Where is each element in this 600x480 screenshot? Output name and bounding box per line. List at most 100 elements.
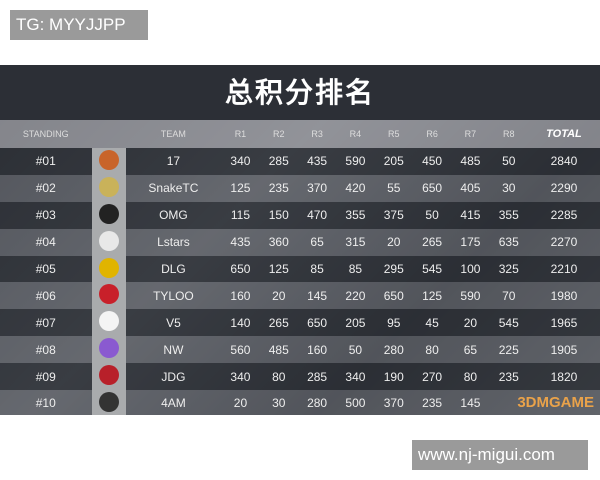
- total-cell: 1965: [527, 309, 600, 337]
- team-logo-icon: [98, 257, 119, 278]
- round-score-cell: 485: [259, 336, 298, 364]
- rank-cell: #06: [0, 282, 92, 310]
- board-watermark: 3DMGAME: [517, 394, 594, 411]
- round-score-cell: 435: [221, 228, 260, 256]
- team-cell: 17: [125, 148, 222, 175]
- round-score-cell: 85: [336, 255, 375, 283]
- table-row: #10 4AM 20 30 280 500 370 235 145: [0, 390, 600, 415]
- rank-cell: #04: [0, 228, 92, 256]
- round-score-cell: [489, 390, 528, 415]
- round-score-cell: 30: [259, 390, 298, 415]
- round-score-cell: 145: [297, 282, 337, 310]
- round-score-cell: 470: [297, 201, 337, 229]
- team-logo-icon: [98, 365, 119, 386]
- team-cell: OMG: [125, 201, 222, 229]
- round-score-cell: 360: [259, 228, 298, 256]
- round-score-cell: 235: [489, 363, 528, 391]
- round-score-cell: 85: [297, 255, 337, 283]
- table-row: #09 JDG 340 80 285 340 190 270 80 235 1820: [0, 363, 600, 391]
- standings-table: STANDING TEAM R1 R2 R3 R4 R5 R6 R7 R8 TO…: [0, 120, 600, 415]
- team-logo-icon: [98, 203, 119, 224]
- round-score-cell: 80: [412, 336, 452, 364]
- round-score-cell: 160: [297, 336, 337, 364]
- round-score-cell: 30: [489, 174, 528, 202]
- round-score-cell: 175: [451, 228, 490, 256]
- round-score-cell: 370: [374, 390, 413, 415]
- watermark-bottom: www.nj-migui.com: [412, 440, 588, 470]
- total-cell: 2840: [527, 148, 600, 175]
- round-score-cell: 270: [412, 363, 452, 391]
- round-score-cell: 115: [221, 201, 260, 229]
- round-score-cell: 355: [336, 201, 375, 229]
- team-logo-cell: [91, 309, 126, 337]
- round-score-cell: 50: [336, 336, 375, 364]
- header-r7: R7: [451, 120, 490, 148]
- rank-cell: #09: [0, 363, 92, 391]
- round-score-cell: 70: [489, 282, 528, 310]
- round-score-cell: 160: [221, 282, 260, 310]
- team-cell: Lstars: [125, 228, 222, 256]
- board-title: 总积分排名: [0, 65, 600, 120]
- round-score-cell: 50: [412, 201, 452, 229]
- round-score-cell: 125: [221, 174, 260, 202]
- team-logo-icon: [98, 284, 119, 305]
- round-score-cell: 650: [297, 309, 337, 337]
- round-score-cell: 545: [489, 309, 528, 337]
- header-r5: R5: [374, 120, 413, 148]
- round-score-cell: 265: [259, 309, 298, 337]
- total-cell: 1980: [527, 282, 600, 310]
- total-cell: 2270: [527, 228, 600, 256]
- header-r3: R3: [297, 120, 337, 148]
- team-cell: NW: [125, 336, 222, 364]
- total-cell: 1905: [527, 336, 600, 364]
- total-cell: 2210: [527, 255, 600, 283]
- total-cell: 1820: [527, 363, 600, 391]
- round-score-cell: 205: [374, 148, 413, 175]
- table-row: #01 17 340 285 435 590 205 450 485 50 2840: [0, 148, 600, 175]
- round-score-cell: 45: [412, 309, 452, 337]
- header-total: TOTAL: [527, 120, 600, 148]
- round-score-cell: 125: [412, 282, 452, 310]
- round-score-cell: 545: [412, 255, 452, 283]
- round-score-cell: 500: [336, 390, 375, 415]
- header-r6: R6: [412, 120, 452, 148]
- round-score-cell: 235: [412, 390, 452, 415]
- round-score-cell: 65: [451, 336, 490, 364]
- round-score-cell: 355: [489, 201, 528, 229]
- round-score-cell: 80: [451, 363, 490, 391]
- round-score-cell: 285: [259, 148, 298, 175]
- team-logo-icon: [98, 391, 119, 412]
- round-score-cell: 415: [451, 201, 490, 229]
- round-score-cell: 205: [336, 309, 375, 337]
- round-score-cell: 80: [259, 363, 298, 391]
- round-score-cell: 590: [336, 148, 375, 175]
- team-logo-cell: [91, 228, 126, 256]
- round-score-cell: 450: [412, 148, 452, 175]
- round-score-cell: 220: [336, 282, 375, 310]
- round-score-cell: 280: [297, 390, 337, 415]
- header-r4: R4: [336, 120, 375, 148]
- table-row: #02 SnakeTC 125 235 370 420 55 650 405 30 2290: [0, 174, 600, 202]
- table-row: #06 TYLOO 160 20 145 220 650 125 590 70 1980: [0, 282, 600, 310]
- total-cell: 2285: [527, 201, 600, 229]
- team-logo-cell: [91, 148, 126, 175]
- round-score-cell: 560: [221, 336, 260, 364]
- rank-cell: #05: [0, 255, 92, 283]
- round-score-cell: 340: [221, 148, 260, 175]
- round-score-cell: 375: [374, 201, 413, 229]
- round-score-cell: 650: [374, 282, 413, 310]
- team-cell: JDG: [125, 363, 222, 391]
- round-score-cell: 145: [451, 390, 490, 415]
- round-score-cell: 20: [221, 390, 260, 415]
- table-row: #04 Lstars 435 360 65 315 20 265 175 635 2270: [0, 228, 600, 256]
- team-cell: V5: [125, 309, 222, 337]
- team-cell: 4AM: [125, 390, 222, 415]
- round-score-cell: 235: [259, 174, 298, 202]
- round-score-cell: 485: [451, 148, 490, 175]
- round-score-cell: 50: [489, 148, 528, 175]
- team-logo-cell: [91, 174, 126, 202]
- header-logo: [91, 120, 126, 148]
- round-score-cell: 370: [297, 174, 337, 202]
- round-score-cell: 405: [451, 174, 490, 202]
- round-score-cell: 435: [297, 148, 337, 175]
